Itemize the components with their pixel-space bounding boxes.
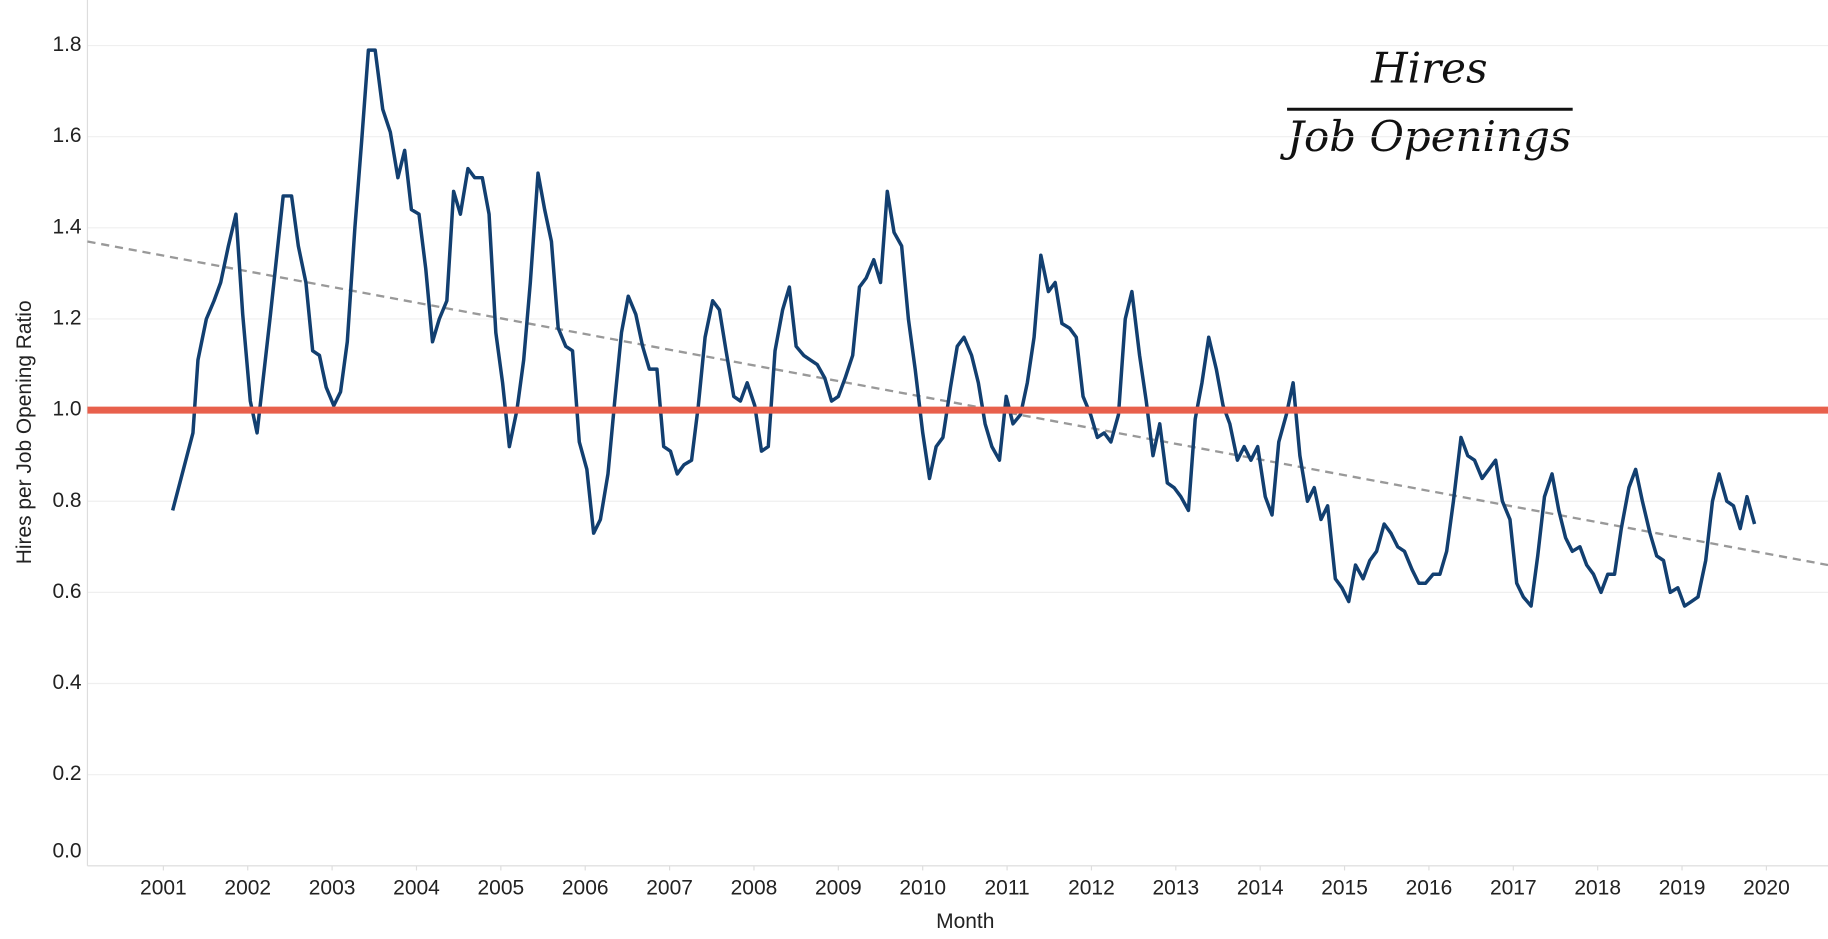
x-tick-label: 2006 bbox=[562, 877, 609, 900]
y-tick-label: 0.0 bbox=[52, 839, 81, 862]
x-tick-label: 2017 bbox=[1490, 877, 1537, 900]
x-tick-label: 2018 bbox=[1574, 877, 1621, 900]
y-tick-label: 1.6 bbox=[52, 124, 81, 147]
x-tick-label: 2014 bbox=[1237, 877, 1284, 900]
x-tick-label: 2012 bbox=[1068, 877, 1115, 900]
y-tick-label: 0.2 bbox=[52, 762, 81, 785]
y-tick-label: 1.0 bbox=[52, 398, 81, 421]
x-tick-label: 2011 bbox=[985, 877, 1030, 900]
y-tick-label: 0.8 bbox=[52, 489, 81, 512]
x-tick-label: 2010 bbox=[899, 877, 946, 900]
y-tick-label: 1.8 bbox=[52, 33, 81, 56]
formula-numerator: Hires bbox=[1370, 44, 1487, 93]
x-tick-label: 2001 bbox=[140, 877, 187, 900]
x-tick-label: 2020 bbox=[1743, 877, 1790, 900]
x-axis-title: Month bbox=[936, 910, 994, 933]
x-tick-label: 2007 bbox=[646, 877, 693, 900]
x-tick-label: 2008 bbox=[731, 877, 778, 900]
x-tick-label: 2004 bbox=[393, 877, 440, 900]
y-axis-title: Hires per Job Opening Ratio bbox=[13, 300, 36, 564]
x-tick-label: 2009 bbox=[815, 877, 862, 900]
x-tick-label: 2015 bbox=[1321, 877, 1368, 900]
x-tick-label: 2002 bbox=[224, 877, 271, 900]
trend-line bbox=[87, 240, 1828, 567]
y-tick-label: 1.4 bbox=[52, 215, 82, 238]
data-line bbox=[170, 48, 1757, 608]
x-tick-label: 2005 bbox=[478, 877, 525, 900]
y-tick-label: 0.6 bbox=[52, 580, 81, 603]
x-tick-label: 2003 bbox=[309, 877, 356, 900]
y-tick-label: 1.2 bbox=[52, 307, 81, 330]
x-tick-label: 2019 bbox=[1659, 877, 1706, 900]
y-tick-label: 0.4 bbox=[52, 671, 82, 694]
x-tick-label: 2016 bbox=[1406, 877, 1453, 900]
x-tick-label: 2013 bbox=[1152, 877, 1199, 900]
